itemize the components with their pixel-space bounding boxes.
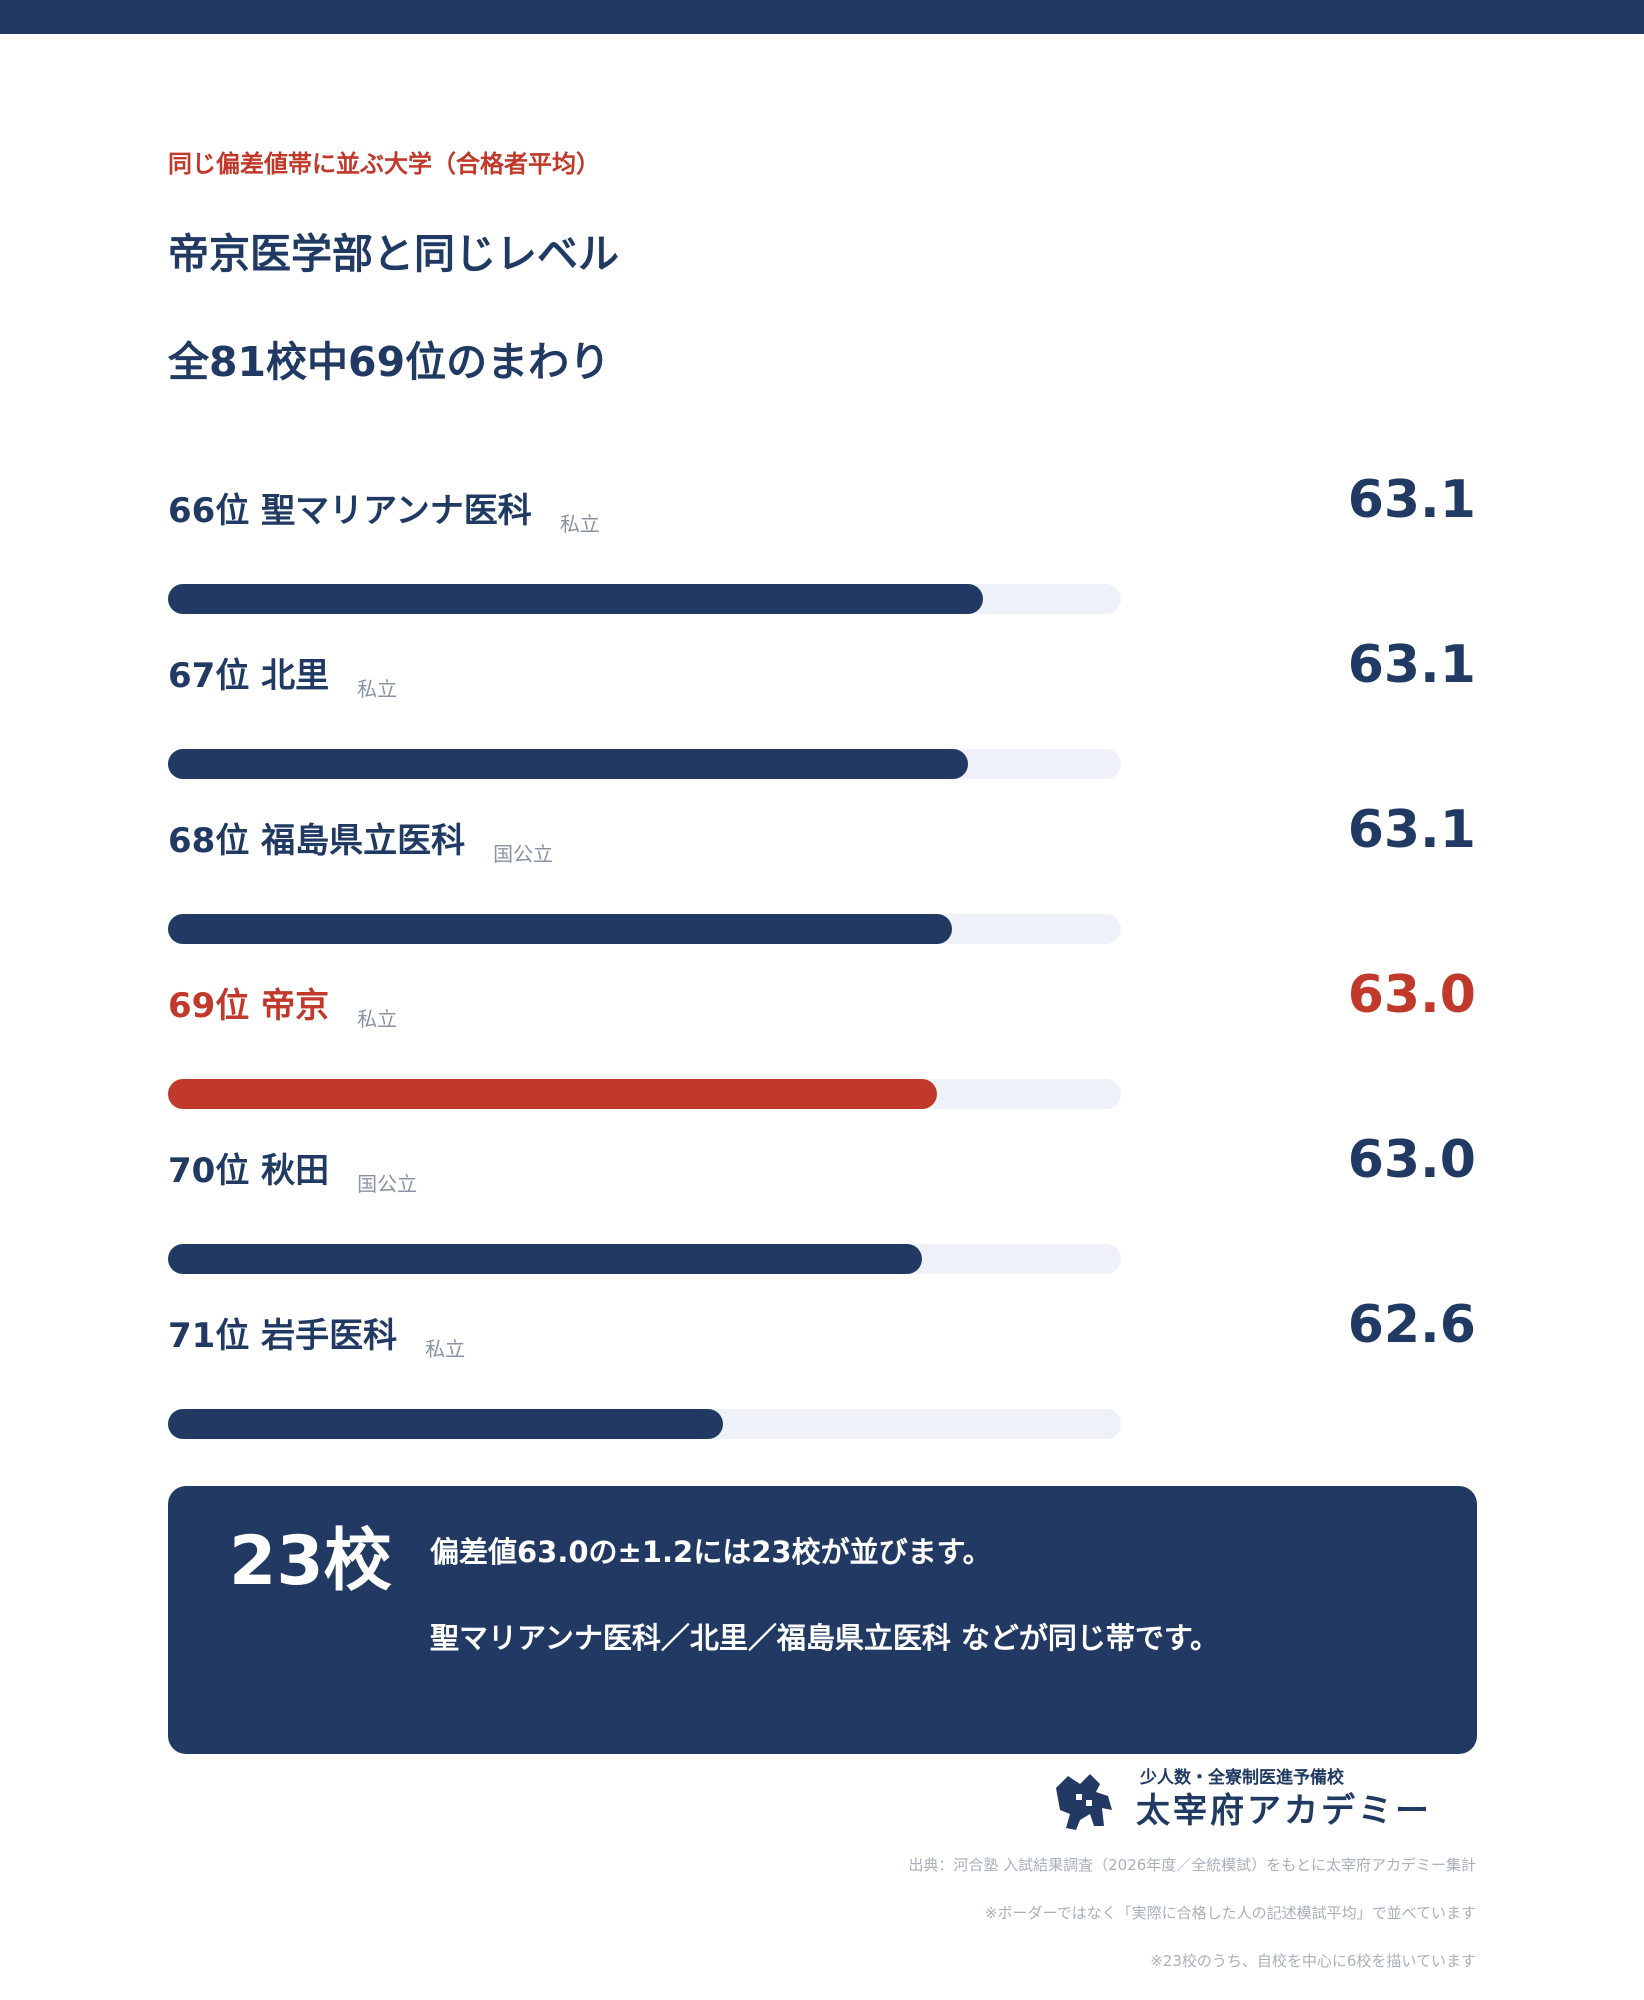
chart-row: 68位 福島県立医科 国公立 63.1 [0, 804, 1644, 989]
eyebrow-label: 同じ偏差値帯に並ぶ大学（合格者平均） [168, 150, 600, 178]
bar-track [168, 584, 1121, 614]
row-label: 69位 帝京 [168, 989, 329, 1023]
row-type-badge: 私立 [559, 512, 600, 536]
academy-logo-mark-icon [1056, 1774, 1112, 1830]
bar-fill [168, 749, 968, 779]
page-title: 帝京医学部と同じレベル [168, 230, 619, 278]
row-name: 岩手医科 [261, 1316, 398, 1356]
row-name: 北里 [261, 656, 330, 696]
row-value-label: 62.6 [1347, 1295, 1476, 1355]
row-type-badge: 国公立 [493, 842, 554, 866]
bar-fill [168, 584, 983, 614]
bar-track [168, 914, 1121, 944]
scope-note: ※23校のうち、自校を中心に6校を描いています [1150, 1952, 1476, 1970]
row-rank: 69位 [168, 986, 250, 1026]
row-type-badge: 国公立 [357, 1172, 418, 1196]
row-rank: 67位 [168, 656, 250, 696]
summary-line-1: 偏差値63.0の±1.2には23校が並びます。 [430, 1535, 992, 1569]
row-label: 67位 北里 [168, 659, 329, 693]
row-rank: 66位 [168, 491, 250, 531]
logo-name: 太宰府アカデミー [1136, 1791, 1432, 1831]
chart-row: 70位 秋田 国公立 63.0 [0, 1134, 1644, 1319]
row-label: 68位 福島県立医科 [168, 824, 465, 858]
row-rank: 71位 [168, 1316, 250, 1356]
top-accent-bar [0, 0, 1644, 34]
source-note: 出典：河合塾 入試結果調査（2026年度／全統模試）をもとに太宰府アカデミー集計 [908, 1856, 1476, 1874]
row-name: 福島県立医科 [261, 821, 466, 861]
bar-track [168, 1409, 1121, 1439]
row-label: 70位 秋田 [168, 1154, 329, 1188]
row-value-label: 63.0 [1347, 965, 1476, 1025]
row-name: 秋田 [261, 1151, 330, 1191]
bar-fill [168, 914, 953, 944]
row-label: 71位 岩手医科 [168, 1319, 397, 1353]
row-value-label: 63.1 [1347, 800, 1476, 860]
row-type-badge: 私立 [357, 1007, 398, 1031]
summary-panel: 23校 偏差値63.0の±1.2には23校が並びます。 聖マリアンナ医科／北里／… [168, 1486, 1477, 1754]
bar-track [168, 749, 1121, 779]
row-value-label: 63.0 [1347, 1130, 1476, 1190]
bar-track [168, 1244, 1121, 1274]
chart-row: 71位 岩手医科 私立 62.6 [0, 1299, 1644, 1484]
bar-track [168, 1079, 1121, 1109]
bar-fill [168, 1244, 922, 1274]
chart-row: 69位 帝京 私立 63.0 [0, 969, 1644, 1154]
row-type-badge: 私立 [425, 1337, 466, 1361]
row-type-badge: 私立 [357, 677, 398, 701]
logo-subtitle: 少人数・全寮制医進予備校 [1140, 1768, 1344, 1788]
bar-fill [168, 1409, 723, 1439]
row-name: 聖マリアンナ医科 [261, 491, 532, 531]
method-note: ※ボーダーではなく「実際に合格した人の記述模試平均」で並べています [984, 1904, 1476, 1922]
summary-count: 23校 [229, 1522, 392, 1601]
row-value-label: 63.1 [1347, 635, 1476, 695]
row-name: 帝京 [261, 986, 330, 1026]
page-subtitle: 全81校中69位のまわり [168, 338, 611, 386]
chart-row: 67位 北里 私立 63.1 [0, 639, 1644, 824]
chart-row: 66位 聖マリアンナ医科 私立 63.1 [0, 474, 1644, 659]
row-label: 66位 聖マリアンナ医科 [168, 494, 532, 528]
bar-fill [168, 1079, 938, 1109]
row-value-label: 63.1 [1347, 470, 1476, 530]
row-rank: 68位 [168, 821, 250, 861]
row-rank: 70位 [168, 1151, 250, 1191]
summary-line-2: 聖マリアンナ医科／北里／福島県立医科 などが同じ帯です。 [430, 1621, 1220, 1655]
academy-logo: 少人数・全寮制医進予備校 太宰府アカデミー [1050, 1768, 1480, 1838]
